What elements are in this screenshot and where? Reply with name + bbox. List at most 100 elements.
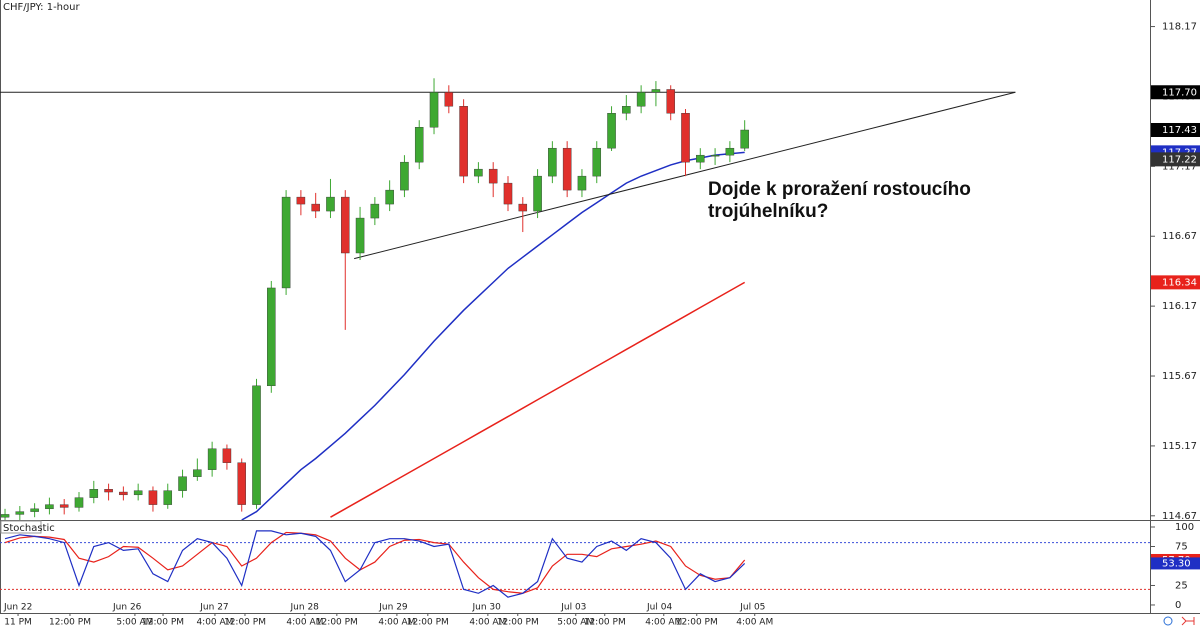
date-label: Jul 04 bbox=[646, 603, 672, 613]
scroll-icon[interactable] bbox=[1181, 616, 1195, 626]
last-value-box bbox=[1151, 557, 1200, 570]
moving-average bbox=[330, 281, 746, 518]
x-tick-label: 4:00 AM bbox=[736, 618, 773, 628]
price-label-box bbox=[1151, 275, 1200, 290]
candle-body bbox=[370, 203, 380, 219]
y-tick-label: 116.67 bbox=[1162, 231, 1197, 242]
stochastic-title: Stochastic bbox=[3, 523, 55, 534]
x-tick-label: 4:00 AM bbox=[196, 618, 233, 628]
candle-body bbox=[74, 497, 84, 508]
candle-body bbox=[651, 89, 661, 93]
y-tick-label: 100 bbox=[1175, 522, 1194, 533]
y-tick-label: 116.17 bbox=[1162, 301, 1197, 312]
candle-body bbox=[518, 203, 528, 212]
candle-body bbox=[340, 196, 350, 254]
x-tick-label: 4:00 AM bbox=[645, 618, 682, 628]
annotation: trojúhelníku? bbox=[708, 201, 828, 222]
candle-body bbox=[178, 476, 187, 491]
sync-icon[interactable] bbox=[1163, 616, 1173, 626]
date-label: Jun 28 bbox=[290, 603, 320, 613]
candle-body bbox=[222, 448, 232, 463]
candle-body bbox=[163, 490, 173, 505]
y-tick-label: 75 bbox=[1175, 541, 1188, 552]
y-tick-label: 118.17 bbox=[1162, 22, 1197, 33]
candle-body bbox=[15, 511, 25, 515]
x-tick-label: 5:00 AM bbox=[116, 618, 153, 628]
price-label-box bbox=[1151, 152, 1200, 167]
price-label-box bbox=[1151, 123, 1200, 137]
candle-body bbox=[577, 175, 587, 191]
candle-body bbox=[237, 462, 246, 505]
date-label: Jul 03 bbox=[560, 603, 586, 613]
candle-body bbox=[622, 106, 631, 114]
date-label: Jun 30 bbox=[471, 603, 501, 613]
stochastic-line bbox=[4, 530, 746, 598]
candle-body bbox=[400, 161, 409, 191]
date-label: Jun 27 bbox=[199, 603, 228, 613]
x-tick-label: 12:00 PM bbox=[584, 618, 626, 628]
y-tick-label: 115.17 bbox=[1162, 441, 1197, 452]
candle-body bbox=[267, 287, 276, 387]
moving-average bbox=[241, 151, 745, 520]
last-value-label: 53.30 bbox=[1162, 558, 1191, 569]
candle-body bbox=[252, 385, 261, 505]
chart-title: CHF/JPY: 1-hour bbox=[3, 2, 80, 13]
trendline bbox=[354, 91, 1016, 260]
x-tick-label: 12:00 PM bbox=[676, 618, 718, 628]
y-tick-label: 25 bbox=[1175, 580, 1188, 591]
x-tick-label: 4:00 AM bbox=[469, 618, 506, 628]
date-label: Jun 26 bbox=[112, 603, 142, 613]
candle-body bbox=[326, 196, 335, 212]
candle-body bbox=[59, 504, 69, 508]
candle-body bbox=[104, 489, 113, 493]
price-label-box bbox=[1151, 85, 1200, 100]
y-tick-label: 115.67 bbox=[1162, 371, 1197, 382]
price-label: 116.34 bbox=[1162, 277, 1197, 288]
x-tick-label: 12:00 PM bbox=[497, 618, 539, 628]
candle-body bbox=[30, 508, 39, 512]
x-tick-label: 4:00 AM bbox=[286, 618, 323, 628]
candle-body bbox=[45, 504, 54, 510]
price-label: 117.43 bbox=[1162, 125, 1197, 136]
candle-body bbox=[0, 514, 10, 518]
candle-body bbox=[429, 92, 439, 128]
candle-body bbox=[474, 168, 483, 177]
candle-body bbox=[740, 129, 749, 149]
date-label: Jul 05 bbox=[739, 603, 765, 613]
x-tick-label: 11 PM bbox=[4, 618, 32, 628]
annotation: Dojde k proražení rostoucího bbox=[708, 179, 971, 200]
axes: 114.67115.17115.67116.17116.67117.17117.… bbox=[3, 22, 1200, 628]
candle-body bbox=[488, 168, 498, 184]
stochastic-panel bbox=[0, 530, 1150, 598]
candle-body bbox=[355, 217, 365, 254]
candle-body bbox=[533, 175, 542, 212]
y-tick-label: 0 bbox=[1175, 600, 1181, 611]
stochastic-title-box bbox=[0, 520, 42, 534]
x-tick-label: 12:00 PM bbox=[407, 618, 449, 628]
candle-body bbox=[311, 203, 320, 212]
candle-body bbox=[296, 196, 306, 205]
candle-body bbox=[119, 491, 128, 496]
toolbar-icons[interactable] bbox=[1163, 616, 1195, 626]
candle-body bbox=[696, 154, 705, 163]
x-tick-label: 12:00 PM bbox=[142, 618, 184, 628]
candle-body bbox=[385, 189, 394, 205]
x-tick-label: 12:00 PM bbox=[316, 618, 358, 628]
x-tick-label: 12:00 PM bbox=[224, 618, 266, 628]
candle-body bbox=[681, 113, 690, 163]
y-tick-label: 117.17 bbox=[1162, 161, 1197, 172]
candle-body bbox=[503, 182, 513, 205]
candle-body bbox=[710, 154, 720, 157]
main-panel bbox=[0, 78, 1016, 520]
x-tick-label: 12:00 PM bbox=[49, 618, 91, 628]
candle-body bbox=[89, 489, 99, 498]
candle-body bbox=[414, 127, 424, 163]
candle-body bbox=[725, 147, 735, 156]
candle-body bbox=[636, 92, 646, 107]
candle-body bbox=[548, 147, 557, 177]
candle-body bbox=[607, 113, 616, 149]
price-label: 117.22 bbox=[1162, 154, 1197, 165]
x-tick-label: 5:00 AM bbox=[557, 618, 594, 628]
